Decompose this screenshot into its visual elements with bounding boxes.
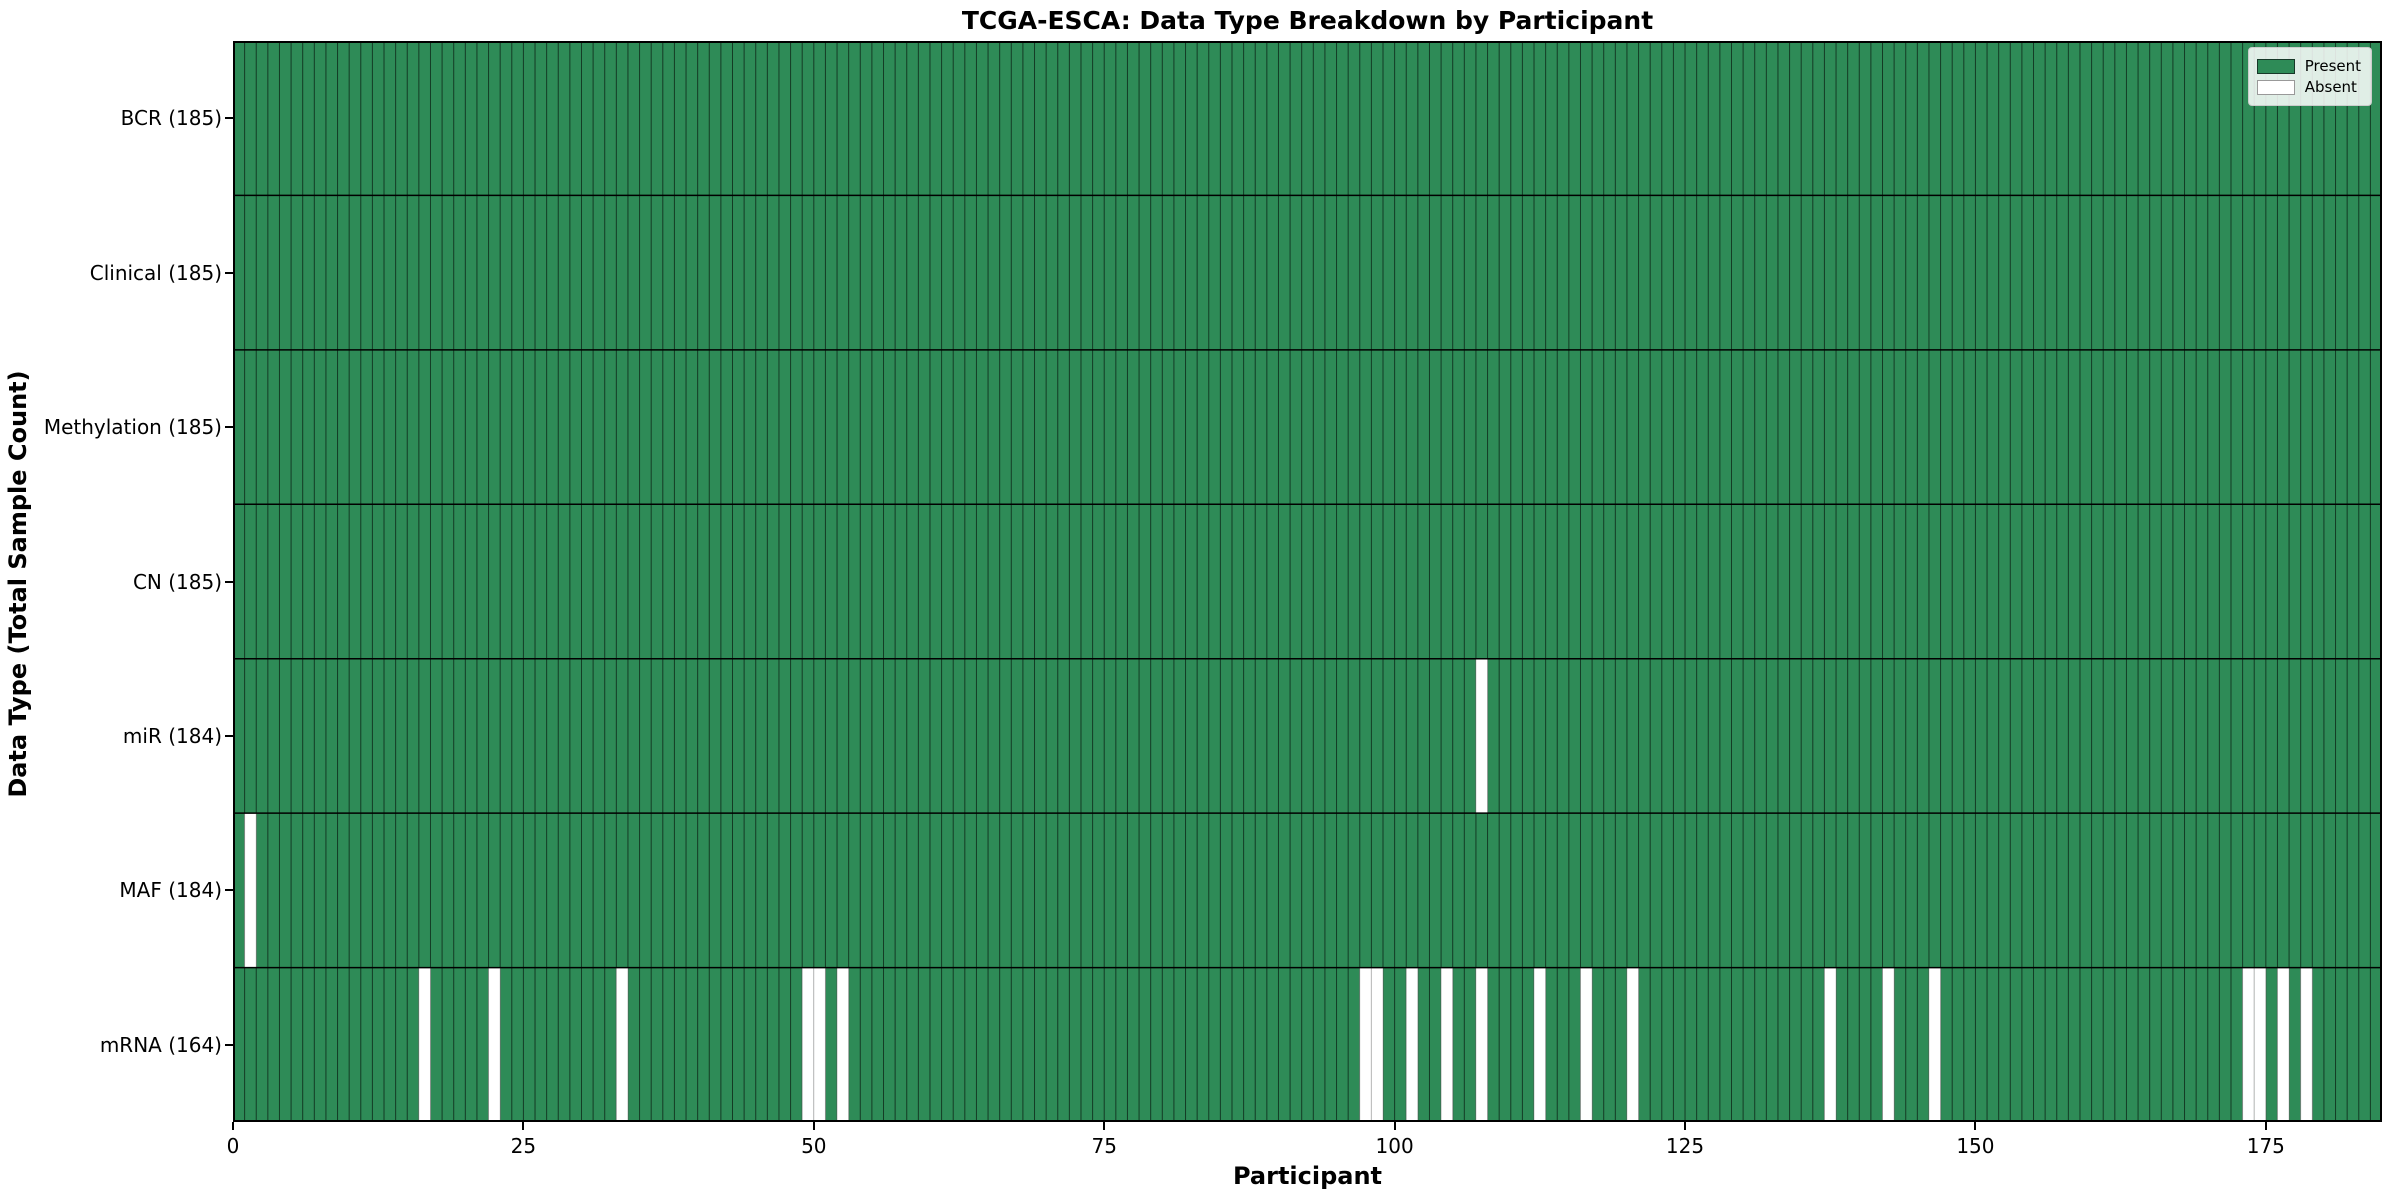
ytick-mark	[225, 426, 233, 429]
xtick-label-175: 175	[2246, 1134, 2285, 1158]
xtick-mark	[1103, 1122, 1106, 1130]
ytick-mark	[225, 1043, 233, 1046]
ytick-mark	[225, 271, 233, 274]
plot-border	[233, 41, 2382, 1122]
xtick-mark	[2264, 1122, 2267, 1130]
absent-cell-mRNA-146	[1928, 967, 1942, 1122]
xtick-mark	[1974, 1122, 1977, 1130]
plot-area	[233, 41, 2382, 1122]
absent-cell-mRNA-50	[813, 967, 826, 1122]
ytick-mark	[225, 580, 233, 583]
absent-cell-mRNA-16	[418, 967, 431, 1122]
absent-cell-mRNA-116	[1579, 967, 1593, 1122]
ytick-label-Clinical: Clinical (185)	[89, 260, 222, 285]
ytick-mark	[225, 889, 233, 892]
absent-cell-mRNA-97	[1359, 967, 1372, 1122]
xtick-label-50: 50	[801, 1134, 827, 1158]
absent-cell-mRNA-104	[1440, 967, 1454, 1122]
absent-cell-mRNA-120	[1626, 967, 1640, 1122]
legend-label: Absent	[2304, 78, 2357, 96]
xtick-label-125: 125	[1665, 1134, 1705, 1158]
absent-cell-mRNA-174	[2253, 967, 2267, 1122]
absent-cell-mRNA-176	[2276, 967, 2290, 1122]
absent-cell-mRNA-101	[1405, 967, 1419, 1122]
xtick-mark	[522, 1122, 525, 1130]
absent-cell-mRNA-107	[1475, 967, 1489, 1122]
absent-cell-mRNA-112	[1533, 967, 1547, 1122]
absent-cell-miR-107	[1475, 658, 1489, 814]
absent-cell-MAF-1	[244, 812, 257, 969]
ytick-label-mRNA: mRNA (164)	[99, 1032, 222, 1057]
xtick-label-150: 150	[1956, 1134, 1995, 1158]
absent-cell-mRNA-137	[1823, 967, 1837, 1122]
ytick-label-BCR: BCR (185)	[120, 106, 222, 131]
legend-swatch-absent	[2256, 79, 2295, 95]
absent-cell-mRNA-98	[1370, 967, 1384, 1122]
heatmap-grid	[233, 41, 2382, 1122]
absent-cell-mRNA-49	[801, 967, 815, 1122]
xtick-mark	[812, 1122, 815, 1130]
xtick-label-100: 100	[1375, 1134, 1414, 1158]
xtick-mark	[1393, 1122, 1396, 1130]
absent-cell-mRNA-33	[615, 967, 629, 1122]
legend: Present Absent	[2247, 47, 2372, 106]
legend-entry-present: Present	[2256, 57, 2361, 75]
xtick-label-0: 0	[226, 1134, 240, 1158]
absent-cell-mRNA-173	[2242, 967, 2255, 1122]
xtick-label-25: 25	[510, 1134, 537, 1158]
absent-cell-mRNA-52	[836, 967, 850, 1122]
ytick-label-Methylation: Methylation (185)	[43, 415, 222, 440]
absent-cell-mRNA-22	[488, 967, 501, 1122]
xtick-mark	[232, 1122, 234, 1130]
legend-entry-absent: Absent	[2256, 78, 2361, 96]
present-background	[233, 41, 2382, 1122]
legend-swatch-present	[2256, 58, 2295, 74]
x-axis-label: Participant	[1232, 1162, 1383, 1190]
ytick-mark	[225, 734, 233, 737]
ytick-label-CN: CN (185)	[132, 569, 222, 594]
absent-cell-mRNA-178	[2300, 967, 2313, 1122]
absent-cell-mRNA-142	[1882, 967, 1895, 1122]
ytick-label-miR: miR (184)	[122, 723, 222, 748]
xtick-mark	[1684, 1122, 1687, 1130]
y-axis-label: Data Type (Total Sample Count)	[4, 370, 32, 798]
chart-title: TCGA-ESCA: Data Type Breakdown by Partic…	[961, 6, 1654, 35]
legend-label: Present	[2304, 57, 2361, 75]
xtick-label-75: 75	[1091, 1134, 1117, 1158]
ytick-label-MAF: MAF (184)	[119, 878, 222, 903]
ytick-mark	[225, 117, 233, 120]
